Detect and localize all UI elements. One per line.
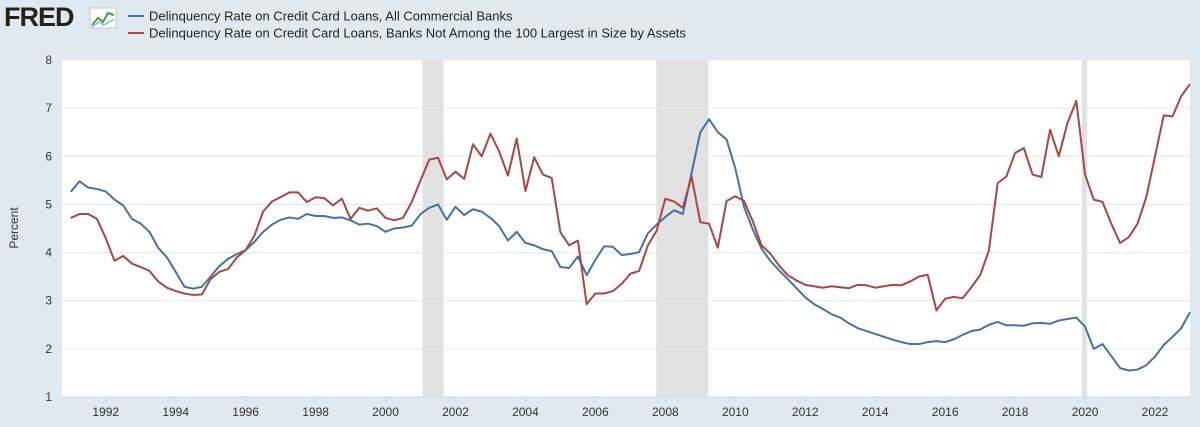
x-tick-label: 2012 (792, 405, 819, 419)
x-tick-label: 2014 (862, 405, 889, 419)
recession-band (656, 60, 709, 397)
series-line (69, 118, 1191, 372)
series-line (70, 83, 1191, 312)
x-tick-label: 2018 (1002, 405, 1029, 419)
y-tick-label: 3 (45, 294, 52, 308)
y-tick-label: 5 (45, 197, 52, 211)
x-tick-label: 2020 (1072, 405, 1099, 419)
legend-label: Delinquency Rate on Credit Card Loans, A… (149, 9, 513, 24)
recession-band (1081, 60, 1088, 397)
y-tick-label: 6 (45, 149, 52, 163)
x-tick-label: 2002 (442, 405, 469, 419)
y-tick-label: 8 (45, 53, 52, 67)
x-tick-label: 1998 (302, 405, 329, 419)
x-tick-label: 1996 (232, 405, 259, 419)
x-tick-label: 2010 (722, 405, 749, 419)
x-tick-label: 2016 (932, 405, 959, 419)
x-tick-label: 1992 (92, 405, 119, 419)
x-tick-label: 2008 (652, 405, 679, 419)
x-tick-label: 2022 (1142, 405, 1169, 419)
x-tick-label: 2006 (582, 405, 609, 419)
legend-label: Delinquency Rate on Credit Card Loans, B… (149, 26, 686, 41)
y-tick-label: 7 (45, 101, 52, 115)
logo-icon (89, 7, 117, 29)
x-tick-label: 1994 (162, 405, 189, 419)
recession-band (422, 60, 444, 397)
x-tick-label: 2000 (372, 405, 399, 419)
y-tick-label: 4 (45, 246, 52, 260)
logo: FRED (4, 2, 74, 32)
x-tick-label: 2004 (512, 405, 539, 419)
y-tick-label: 1 (45, 390, 52, 404)
y-tick-label: 2 (45, 342, 52, 356)
plot-area (62, 60, 1190, 397)
y-axis-label: Percent (7, 207, 21, 249)
